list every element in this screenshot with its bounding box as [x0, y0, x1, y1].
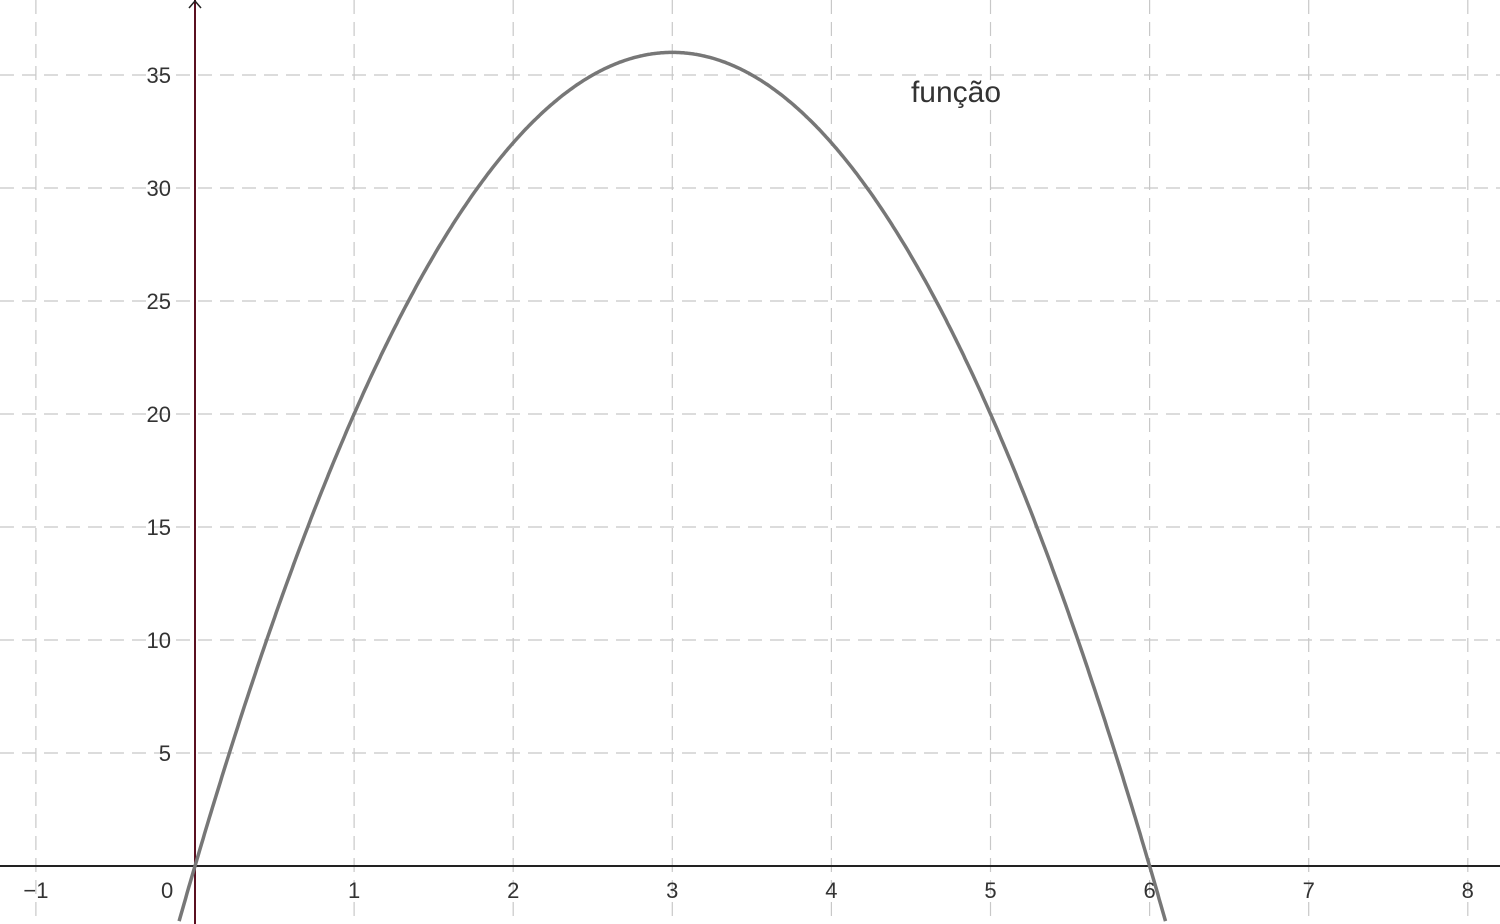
- curve-label: função: [911, 76, 1001, 109]
- x-tick-label: 4: [825, 878, 837, 903]
- function-curve: [177, 50, 1168, 922]
- x-tick-label: −1: [23, 878, 48, 903]
- y-tick-label: 10: [147, 628, 171, 653]
- x-tick-label: 8: [1462, 878, 1474, 903]
- x-tick-label: 0: [161, 878, 173, 903]
- x-tick-label: 6: [1143, 878, 1155, 903]
- x-tick-label: 3: [666, 878, 678, 903]
- tick-labels: −1 0 1 2 3 4 5 6 7 8 5 10 15 20 25 30 35: [23, 63, 1474, 903]
- x-tick-label: 1: [348, 878, 360, 903]
- x-tick-label: 2: [507, 878, 519, 903]
- y-tick-label: 35: [147, 63, 171, 88]
- y-axis-arrow: [188, 0, 202, 9]
- y-tick-label: 30: [147, 176, 171, 201]
- curve-layer: [177, 50, 1168, 922]
- x-tick-label: 7: [1303, 878, 1315, 903]
- y-tick-label: 20: [147, 402, 171, 427]
- y-tick-label: 5: [159, 741, 171, 766]
- y-tick-label: 15: [147, 515, 171, 540]
- y-tick-label: 25: [147, 289, 171, 314]
- x-tick-label: 5: [984, 878, 996, 903]
